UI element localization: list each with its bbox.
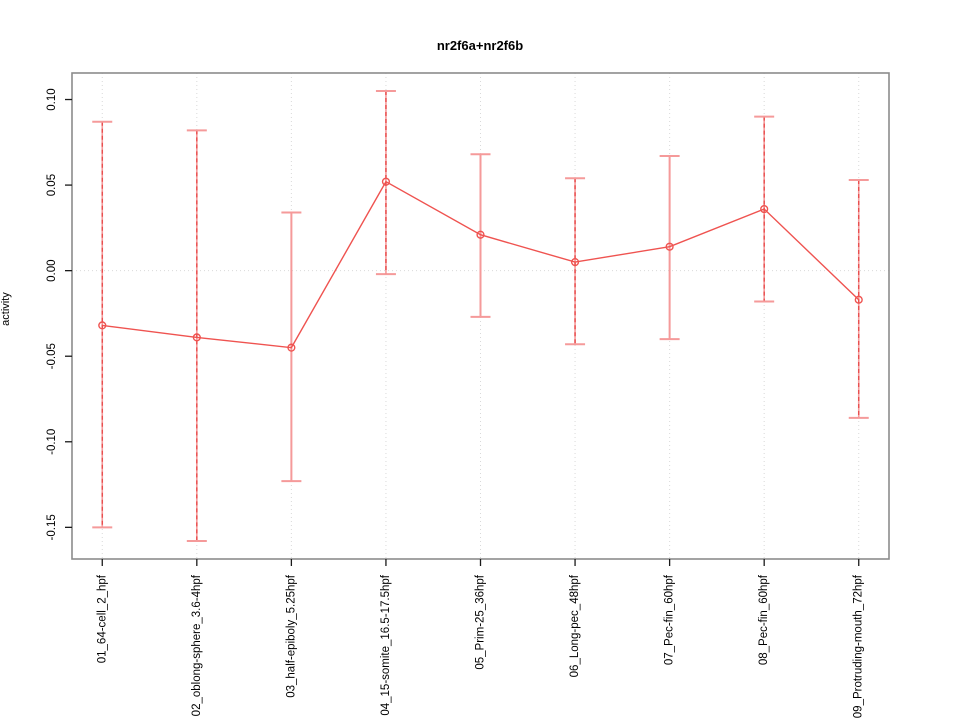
x-tick-label: 08_Pec-fin_60hpf [758,574,770,665]
x-tick-label: 09_Protruding-mouth_72hpf [853,574,865,718]
data-point [98,321,107,330]
data-point [287,343,296,352]
y-tick-label: -0.10 [46,429,58,455]
data-point [381,177,391,186]
x-tick-label: 05_Prim-25_36hpf [475,574,487,669]
data-point [476,230,485,239]
data-point [192,333,201,342]
y-tick-label: 0.10 [46,88,58,110]
data-line [102,180,860,349]
data-point [570,257,580,267]
data-point [854,295,863,304]
x-tick-label: 02_oblong-sphere_3.6-4hpf [191,574,203,716]
x-tick-label: 07_Pec-fin_60hpf [664,574,676,665]
x-tick-label: 04_15-somite_16.5-17.5hpf [380,574,392,715]
x-tick-label: 03_half-epiboly_5.25hpf [285,574,297,698]
x-tick-label: 06_Long-pec_48hpf [569,574,581,677]
y-tick-label: -0.15 [46,514,58,540]
data-point [760,204,769,214]
x-tick-label: 01_64-cell_2_hpf [96,574,108,663]
chart-title: nr2f6a+nr2f6b [436,38,524,53]
data-point [665,242,674,251]
y-tick-label: -0.05 [46,343,58,369]
y-tick-label: 0.05 [46,174,58,196]
y-tick-label: 0.00 [46,259,58,281]
